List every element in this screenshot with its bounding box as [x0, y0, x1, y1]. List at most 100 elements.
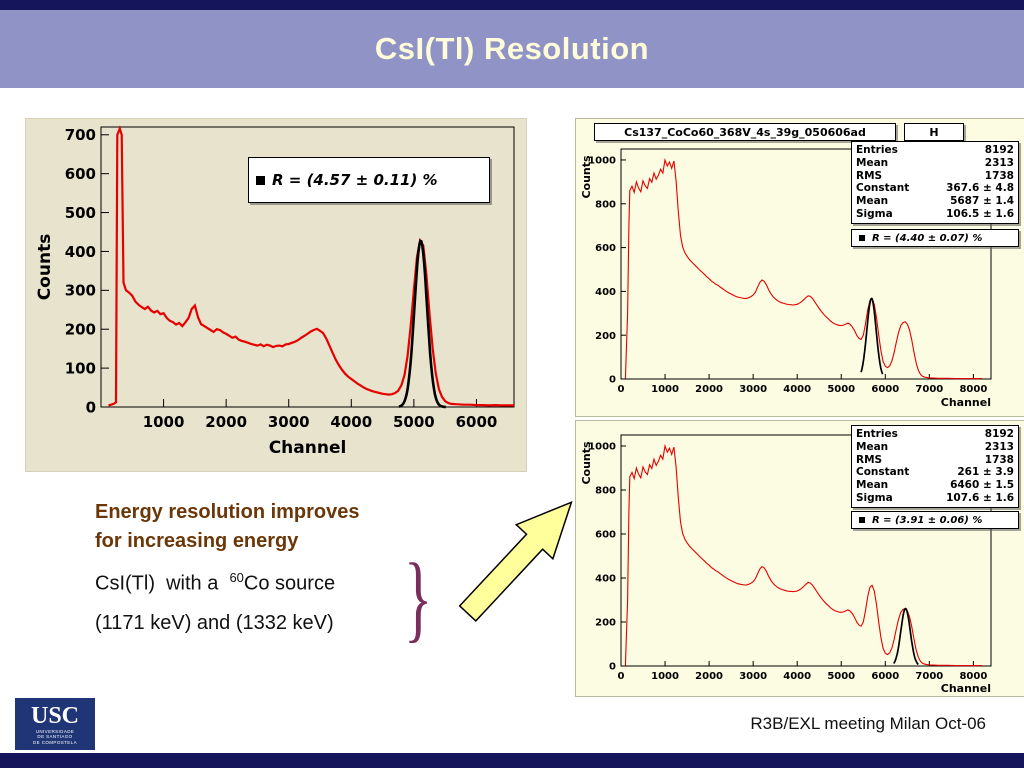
usc-logo-line3: DE COMPOSTELA — [33, 739, 77, 745]
svg-text:2000: 2000 — [205, 413, 247, 431]
isotope-superscript: 60 — [229, 570, 244, 585]
svg-text:6000: 6000 — [871, 671, 899, 682]
stats-row: RMS 1738 — [856, 453, 1014, 466]
svg-text:0: 0 — [618, 384, 625, 395]
stats-row: Mean 6460 ± 1.5 — [856, 479, 1014, 492]
usc-logo-line1: UNIVERSIDADE — [35, 728, 75, 734]
svg-text:200: 200 — [595, 331, 616, 342]
svg-text:200: 200 — [595, 618, 616, 629]
gaussian-fit-line — [398, 239, 446, 409]
y-axis-label: Counts — [580, 155, 593, 199]
annotation-heading-line1: Energy resolution improves — [95, 501, 360, 523]
rtop-plot-svg: 0 1000 2000 3000 4000 5000 6000 7000 8000 0 200 400… — [580, 148, 992, 409]
y-axis-label: Counts — [580, 441, 593, 485]
source-line-post: Co source — [243, 572, 336, 595]
histogram-tag: H — [904, 123, 964, 141]
svg-text:200: 200 — [65, 321, 96, 339]
fit-result-legend: R = (4.57 ± 0.11) % — [248, 157, 490, 203]
svg-text:1000: 1000 — [651, 671, 679, 682]
svg-text:600: 600 — [595, 243, 616, 254]
svg-text:800: 800 — [595, 199, 616, 210]
svg-text:8000: 8000 — [959, 384, 987, 395]
svg-text:600: 600 — [595, 530, 616, 541]
top-bar — [0, 0, 1024, 10]
footer-credit: R3B/EXL meeting Milan Oct-06 — [750, 714, 986, 733]
legend-marker-icon — [859, 235, 865, 241]
x-axis-label: Channel — [941, 396, 991, 409]
curly-brace: } — [404, 544, 433, 652]
svg-text:6000: 6000 — [456, 413, 498, 431]
svg-text:0: 0 — [86, 398, 96, 416]
annotation-energy-line: (1171 keV) and (1332 keV) — [95, 611, 334, 634]
stats-row: Mean 2313 — [856, 440, 1014, 453]
stats-row: Sigma 107.6 ± 1.6 — [856, 491, 1014, 504]
svg-text:400: 400 — [65, 243, 96, 261]
annotation-source-line: CsI(Tl) with a 60Co source — [95, 570, 440, 596]
svg-text:1000: 1000 — [143, 413, 185, 431]
stats-row: Constant 261 ± 3.9 — [856, 466, 1014, 479]
usc-logo: USC UNIVERSIDADE DE SANTIAGO DE COMPOSTE… — [15, 698, 95, 750]
x-axis-label: Channel — [269, 438, 347, 458]
left-spectrum-chart: 1000 2000 3000 4000 5000 6000 0 100 200 300 400 500… — [25, 118, 527, 472]
svg-text:2000: 2000 — [695, 671, 723, 682]
svg-text:4000: 4000 — [330, 413, 372, 431]
stats-row: Entries 8192 — [856, 144, 1014, 156]
legend-marker-icon — [256, 175, 265, 185]
left-plot-svg: 1000 2000 3000 4000 5000 6000 0 100 200 300 400 500… — [35, 125, 515, 458]
arrow-annotation — [458, 500, 573, 622]
svg-text:7000: 7000 — [915, 671, 943, 682]
block-arrow-shape — [458, 500, 573, 622]
bottom-bar — [0, 753, 1024, 768]
svg-text:500: 500 — [65, 204, 96, 222]
fit-result-legend: R = (4.40 ± 0.07) % — [851, 229, 1019, 247]
legend-marker-icon — [859, 517, 865, 523]
svg-text:7000: 7000 — [915, 384, 943, 395]
spectrum-line — [624, 157, 983, 380]
usc-logo-acronym: USC — [30, 702, 79, 729]
svg-text:0: 0 — [609, 375, 616, 386]
fit-result-legend: R = (3.91 ± 0.06) % — [851, 511, 1019, 529]
svg-text:4000: 4000 — [783, 671, 811, 682]
svg-text:0: 0 — [609, 662, 616, 673]
svg-text:3000: 3000 — [739, 671, 767, 682]
stats-row: RMS 1738 — [856, 169, 1014, 182]
right-bottom-spectrum-chart: 0 1000 2000 3000 4000 5000 6000 7000 8000 0 200 400… — [575, 420, 1024, 697]
stats-row: Constant 367.6 ± 4.8 — [856, 182, 1014, 195]
annotation-heading-line2: for increasing energy — [95, 530, 299, 552]
svg-text:1000: 1000 — [651, 384, 679, 395]
svg-text:3000: 3000 — [739, 384, 767, 395]
svg-text:1000: 1000 — [588, 442, 616, 453]
header-band: CsI(Tl) Resolution — [0, 10, 1024, 88]
svg-text:600: 600 — [65, 165, 96, 183]
svg-text:400: 400 — [595, 574, 616, 585]
svg-text:800: 800 — [595, 486, 616, 497]
svg-text:4000: 4000 — [783, 384, 811, 395]
histogram-title: Cs137_CoCo60_368V_4s_39g_050606ad — [594, 123, 896, 141]
svg-text:5000: 5000 — [393, 413, 435, 431]
stats-row: Mean 5687 ± 1.4 — [856, 195, 1014, 208]
usc-logo-line2: DE SANTIAGO — [37, 734, 73, 740]
source-line-pre: CsI(Tl) with a — [95, 572, 230, 595]
stats-row: Entries 8192 — [856, 428, 1014, 440]
slide-title: CsI(Tl) Resolution — [374, 31, 650, 66]
svg-text:2000: 2000 — [695, 384, 723, 395]
spectrum-line — [624, 443, 983, 667]
svg-text:8000: 8000 — [959, 671, 987, 682]
gaussian-fit-line — [860, 297, 884, 375]
annotation-heading: Energy resolution improves for increasin… — [95, 498, 440, 556]
x-axis-label: Channel — [941, 682, 991, 695]
svg-text:300: 300 — [65, 282, 96, 300]
svg-text:700: 700 — [65, 126, 96, 144]
legend-text: R = (4.40 ± 0.07) % — [872, 232, 983, 244]
stats-row: Mean 2313 — [856, 156, 1014, 169]
svg-text:5000: 5000 — [827, 384, 855, 395]
legend-text: R = (3.91 ± 0.06) % — [872, 514, 983, 526]
svg-text:0: 0 — [618, 671, 625, 682]
svg-text:1000: 1000 — [588, 156, 616, 167]
svg-text:100: 100 — [65, 360, 96, 378]
annotation-text-block: Energy resolution improves for increasin… — [95, 498, 440, 635]
rbottom-plot-svg: 0 1000 2000 3000 4000 5000 6000 7000 8000 0 200 400… — [580, 434, 992, 695]
gaussian-fit-line — [893, 607, 919, 666]
svg-text:400: 400 — [595, 287, 616, 298]
stats-row: Sigma 106.5 ± 1.6 — [856, 207, 1014, 220]
